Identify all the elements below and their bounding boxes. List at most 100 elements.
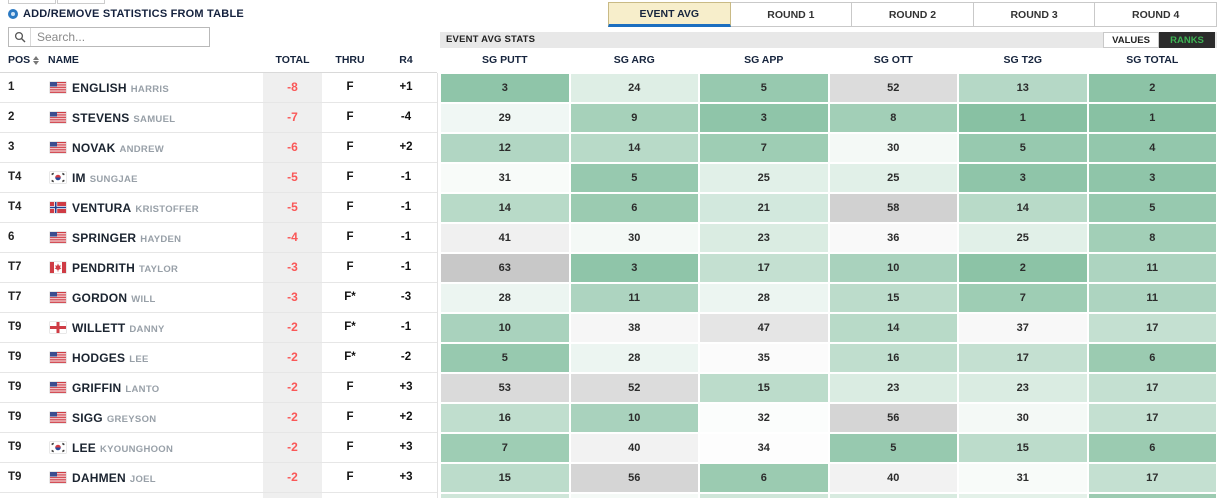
player-last-name: SPRINGER [72, 231, 137, 245]
rank-cell-sg-app: 25 [700, 164, 828, 192]
flag-icon-kor [50, 442, 66, 453]
rank-cell-sg-total: 11 [1088, 284, 1216, 312]
player-stat-ranks: 41 30 23 36 25 8 [440, 223, 1217, 253]
add-remove-statistics-button[interactable]: ADD/REMOVE STATISTICS FROM TABLE [8, 8, 244, 20]
name-column-header[interactable]: NAME [48, 54, 79, 66]
player-thru: F [346, 171, 354, 183]
rank-cell-sg-total: 6 [1088, 434, 1216, 462]
stat-column-header-sg-arg[interactable]: SG ARG [613, 54, 655, 66]
rank-cell-sg-t2g: 14 [959, 194, 1087, 222]
rank-cell-sg-ott: 14 [829, 314, 957, 342]
table-row[interactable]: 2 STEVENS SAMUEL -7 F -4 29 9 3 8 1 1 [0, 103, 1217, 133]
stats-panel-header: EVENT AVG STATS VALUES RANKS [440, 32, 1217, 48]
player-info: 3 NOVAK ANDREW -6 F +2 [0, 133, 437, 163]
player-info: T4 VENTURA KRISTOFFER -5 F -1 [0, 193, 437, 223]
rank-cell-sg-arg: 6 [570, 194, 698, 222]
table-row[interactable]: T9 SIGG GREYSON -2 F +2 16 10 32 56 30 17 [0, 403, 1217, 433]
player-stat-ranks: 12 14 7 30 5 4 [440, 133, 1217, 163]
player-last-name: STEVENS [72, 111, 130, 125]
rank-cell-sg-app: 3 [700, 104, 828, 132]
player-name: NOVAK ANDREW [72, 133, 164, 164]
table-row[interactable]: T9 HODGES LEE -2 F* -2 5 28 35 16 17 6 [0, 343, 1217, 373]
rank-cell-sg-ott: 58 [829, 194, 957, 222]
stat-column-header-sg-total[interactable]: SG TOTAL [1126, 54, 1179, 66]
player-thru: F [346, 141, 354, 153]
player-stat-ranks: 15 56 6 40 31 17 [440, 463, 1217, 493]
player-info: 6 SPRINGER HAYDEN -4 F -1 [0, 223, 437, 253]
player-name: SIGG GREYSON [72, 403, 156, 434]
rank-cell-sg-arg: 5 [570, 164, 698, 192]
player-last-name: PENDRITH [72, 261, 135, 275]
values-toggle-button[interactable]: VALUES [1103, 32, 1159, 48]
player-position: 6 [8, 231, 15, 243]
tab-round-2[interactable]: ROUND 2 [852, 2, 974, 27]
rank-cell-sg-t2g: 13 [959, 74, 1087, 102]
rank-cell-sg-putt: 7 [441, 434, 569, 462]
tab-event-avg[interactable]: EVENT AVG [608, 2, 731, 27]
values-ranks-toggle: VALUES RANKS [1103, 32, 1215, 48]
table-row[interactable]: T9 DAHMEN JOEL -2 F +3 15 56 6 40 31 17 [0, 463, 1217, 493]
player-total-score: -2 [287, 440, 298, 454]
rank-cell-sg-total: 17 [1088, 374, 1216, 402]
tab-round-3[interactable]: ROUND 3 [973, 2, 1096, 27]
player-last-name: GRIFFIN [72, 381, 122, 395]
player-first-name: KYOUNGHOON [99, 444, 174, 455]
rank-cell-sg-arg: 40 [570, 434, 698, 462]
stat-column-header-sg-t2g[interactable]: SG T2G [1003, 54, 1042, 66]
table-row[interactable]: T9 GRIFFIN LANTO -2 F +3 53 52 15 23 23 17 [0, 373, 1217, 403]
player-position: T9 [8, 321, 22, 333]
thru-column-header[interactable]: THRU [335, 54, 365, 66]
stat-column-header-sg-app[interactable]: SG APP [744, 54, 784, 66]
table-vertical-divider [437, 73, 438, 498]
table-row[interactable]: 3 NOVAK ANDREW -6 F +2 12 14 7 30 5 4 [0, 133, 1217, 163]
player-thru: F [346, 261, 354, 273]
stats-panel-title: EVENT AVG STATS [446, 34, 536, 45]
stat-column-header-sg-putt[interactable]: SG PUTT [481, 54, 528, 66]
tab-round-1[interactable]: ROUND 1 [730, 2, 853, 27]
rank-cell [829, 494, 957, 498]
flag-icon-usa [50, 82, 66, 93]
player-total-score: -2 [287, 470, 298, 484]
table-row[interactable]: T4 IM SUNGJAE -5 F -1 31 5 25 25 3 3 [0, 163, 1217, 193]
player-r4-score: -2 [400, 351, 412, 363]
r4-column-header[interactable]: R4 [399, 54, 413, 66]
player-name: STEVENS SAMUEL [72, 103, 175, 134]
table-row[interactable]: T7 PENDRITH TAYLOR -3 F -1 63 3 17 10 2 11 [0, 253, 1217, 283]
search-input[interactable] [31, 28, 209, 46]
tab-round-4[interactable]: ROUND 4 [1095, 2, 1217, 27]
rank-cell-sg-arg: 56 [570, 464, 698, 492]
player-position: 3 [8, 141, 15, 153]
flag-icon-kor [50, 172, 66, 183]
player-stat-ranks: 31 5 25 25 3 3 [440, 163, 1217, 193]
total-column-header[interactable]: TOTAL [275, 54, 310, 66]
flag-icon-nor [50, 202, 66, 213]
player-stat-ranks: 5 28 35 16 17 6 [440, 343, 1217, 373]
player-total-score: -3 [287, 290, 298, 304]
player-r4-score: -1 [400, 261, 412, 273]
table-row[interactable]: T7 GORDON WILL -3 F* -3 28 11 28 15 7 11 [0, 283, 1217, 313]
table-row[interactable]: T4 VENTURA KRISTOFFER -5 F -1 14 6 21 58 14 5 [0, 193, 1217, 223]
rank-cell-sg-arg: 9 [570, 104, 698, 132]
table-row[interactable]: 6 SPRINGER HAYDEN -4 F -1 41 30 23 36 25 8 [0, 223, 1217, 253]
player-name: HODGES LEE [72, 343, 149, 374]
rank-cell-sg-ott: 16 [829, 344, 957, 372]
player-r4-score: +3 [399, 471, 413, 483]
player-name: SPRINGER HAYDEN [72, 223, 181, 254]
rank-cell-sg-app: 32 [700, 404, 828, 432]
table-row[interactable]: T9 WILLETT DANNY -2 F* -1 10 38 47 14 37 17 [0, 313, 1217, 343]
table-row[interactable]: 1 ENGLISH HARRIS -8 F +1 3 24 5 52 13 2 [0, 73, 1217, 103]
stat-column-header-sg-ott[interactable]: SG OTT [873, 54, 913, 66]
player-last-name: NOVAK [72, 141, 116, 155]
player-total-score: -5 [287, 200, 298, 214]
rank-cell [700, 494, 828, 498]
player-last-name: VENTURA [72, 201, 132, 215]
table-row[interactable]: T9 LEE KYOUNGHOON -2 F +3 7 40 34 5 15 6 [0, 433, 1217, 463]
pos-column-header[interactable]: POS [8, 54, 40, 66]
player-last-name: HODGES [72, 351, 126, 365]
ranks-toggle-button[interactable]: RANKS [1159, 32, 1215, 48]
player-thru: F [346, 201, 354, 213]
player-thru: F* [344, 321, 356, 333]
player-name: GORDON WILL [72, 283, 156, 314]
rank-cell-sg-putt: 12 [441, 134, 569, 162]
